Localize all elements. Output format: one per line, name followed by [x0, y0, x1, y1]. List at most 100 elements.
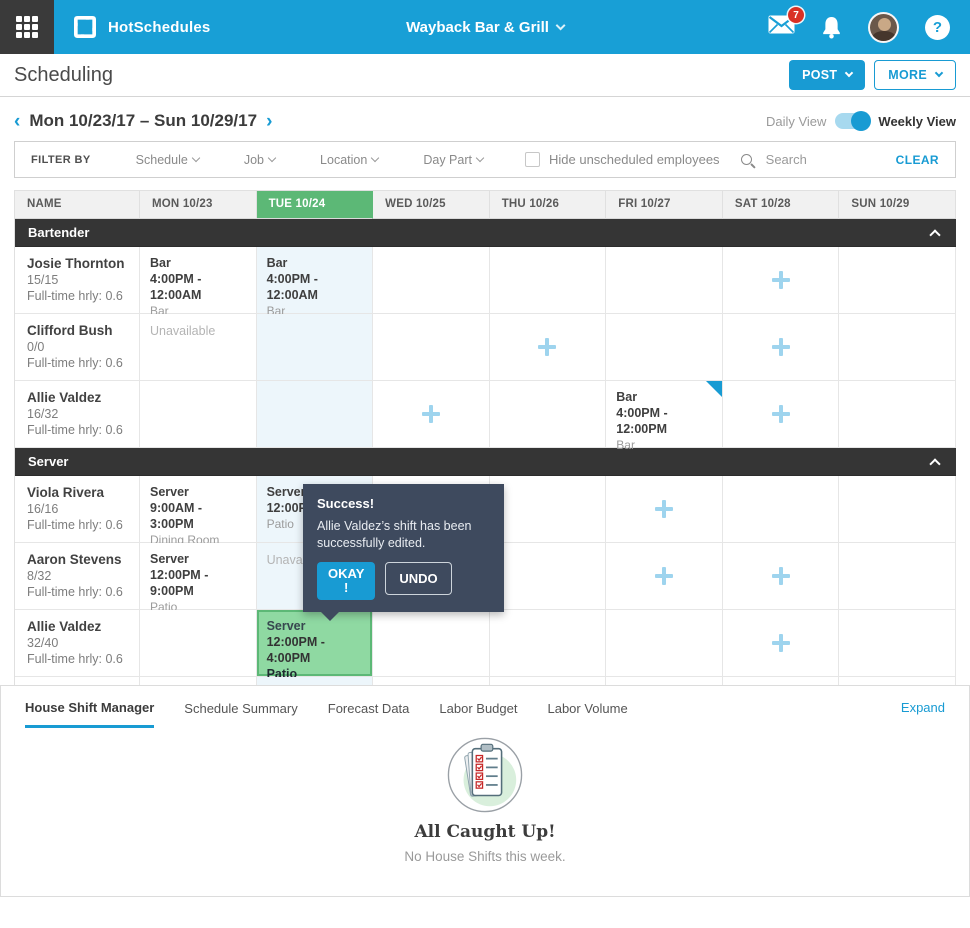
job-filter-dropdown[interactable]: Job: [244, 153, 277, 167]
shift-cell[interactable]: Server 12:00PM - 9:00PM Patio: [140, 543, 257, 614]
toast-title: Success!: [317, 496, 375, 511]
page-title: Scheduling: [14, 63, 113, 86]
selected-shift-cell[interactable]: Server 12:00PM - 4:00PM Patio: [256, 610, 374, 681]
post-button[interactable]: POST: [789, 60, 866, 90]
location-filter-dropdown[interactable]: Location: [320, 153, 380, 167]
employee-name: Clifford Bush: [27, 323, 113, 338]
empty-shift-cell[interactable]: [373, 610, 490, 677]
undo-button[interactable]: UNDO: [385, 562, 452, 595]
expand-panel-link[interactable]: Expand: [900, 699, 945, 715]
employee-rate: Full-time hrly: 0.6: [27, 585, 123, 599]
add-shift-cell[interactable]: [722, 381, 840, 448]
add-shift-cell[interactable]: [606, 543, 723, 610]
add-shift-icon[interactable]: [771, 405, 790, 423]
empty-shift-cell[interactable]: [373, 314, 490, 381]
empty-shift-cell[interactable]: [256, 314, 374, 381]
add-shift-icon[interactable]: [771, 634, 790, 652]
employee-row: Allie Valdez 16/32 Full-time hrly: 0.6 B…: [15, 381, 956, 452]
toast-pointer: [321, 612, 339, 621]
tab-house-shift-manager[interactable]: House Shift Manager: [25, 687, 155, 728]
empty-shift-cell[interactable]: [839, 543, 956, 610]
empty-state: All Caught Up! No House Shifts this week…: [1, 736, 969, 864]
column-header-thu: THU 10/26: [489, 191, 607, 219]
filter-by-label: FILTER BY: [31, 153, 91, 166]
add-shift-cell[interactable]: [606, 476, 723, 543]
add-shift-cell[interactable]: [722, 247, 840, 314]
add-shift-cell[interactable]: [489, 314, 607, 381]
empty-shift-cell[interactable]: [140, 381, 257, 448]
messages-button[interactable]: 7: [768, 7, 804, 39]
add-shift-icon[interactable]: [771, 567, 790, 585]
add-shift-icon[interactable]: [771, 271, 790, 289]
empty-shift-cell[interactable]: [722, 476, 840, 543]
add-shift-cell[interactable]: [722, 314, 840, 381]
employee-rate: Full-time hrly: 0.6: [27, 289, 123, 303]
employee-row: Allie Valdez 32/40 Full-time hrly: 0.6 S…: [15, 610, 956, 681]
next-week-button[interactable]: ›: [266, 110, 273, 132]
okay-button[interactable]: OKAY !: [317, 562, 376, 600]
section-header-server[interactable]: Server: [15, 448, 956, 476]
previous-week-button[interactable]: ‹: [14, 110, 21, 132]
column-header-tue-highlighted: TUE 10/24: [256, 191, 374, 219]
shift-cell[interactable]: Server 9:00AM - 3:00PM Dining Room: [140, 476, 257, 547]
employee-row: Josie Thornton 15/15 Full-time hrly: 0.6…: [15, 247, 956, 318]
add-shift-icon[interactable]: [538, 338, 557, 356]
empty-shift-cell[interactable]: [839, 476, 956, 543]
collapse-chevron-icon[interactable]: [929, 457, 941, 470]
weekly-view-label: Weekly View: [878, 113, 956, 129]
schedule-filter-dropdown[interactable]: Schedule: [136, 153, 201, 167]
empty-shift-cell[interactable]: [839, 381, 956, 448]
notifications-bell-icon[interactable]: [821, 16, 842, 39]
tab-forecast-data[interactable]: Forecast Data: [327, 701, 410, 716]
tab-labor-volume[interactable]: Labor Volume: [547, 701, 628, 716]
collapse-chevron-icon[interactable]: [929, 228, 941, 241]
shift-cell[interactable]: Bar 4:00PM - 12:00AM Bar: [256, 247, 374, 318]
empty-shift-cell[interactable]: [489, 381, 607, 448]
unavailable-cell[interactable]: Unavailable: [140, 314, 257, 381]
user-avatar[interactable]: [868, 11, 899, 43]
more-button[interactable]: MORE: [874, 60, 956, 90]
empty-shift-cell[interactable]: [839, 610, 956, 677]
add-shift-icon[interactable]: [655, 567, 674, 585]
hide-unscheduled-checkbox[interactable]: [525, 152, 540, 167]
employee-name: Viola Rivera: [27, 485, 105, 500]
brand-logo[interactable]: HotSchedules: [70, 12, 210, 42]
empty-shift-cell[interactable]: [489, 543, 607, 610]
empty-shift-cell[interactable]: [606, 610, 723, 677]
add-shift-icon[interactable]: [421, 405, 440, 423]
empty-shift-cell[interactable]: [839, 314, 956, 381]
add-shift-cell[interactable]: [722, 610, 840, 677]
column-header-mon: MON 10/23: [140, 191, 257, 219]
empty-shift-cell[interactable]: [489, 247, 607, 314]
shift-cell[interactable]: Bar 4:00PM - 12:00PM Bar: [606, 381, 723, 452]
empty-shift-cell[interactable]: [606, 314, 723, 381]
empty-shift-cell[interactable]: [373, 247, 490, 314]
clear-filters-button[interactable]: CLEAR: [895, 152, 939, 167]
view-toggle-switch[interactable]: [835, 111, 872, 131]
empty-shift-cell[interactable]: [489, 610, 607, 677]
shift-cell[interactable]: Bar 4:00PM - 12:00AM Bar: [140, 247, 257, 318]
empty-shift-cell[interactable]: [140, 610, 257, 677]
top-navigation-bar: HotSchedules Wayback Bar & Grill 7: [0, 0, 970, 54]
section-header-bartender[interactable]: Bartender: [15, 219, 956, 247]
add-shift-cell[interactable]: [722, 543, 840, 610]
column-header-sat: SAT 10/28: [722, 191, 840, 219]
search-input[interactable]: [765, 152, 848, 167]
empty-shift-cell[interactable]: [489, 476, 607, 543]
empty-shift-cell[interactable]: [606, 247, 723, 314]
tab-schedule-summary[interactable]: Schedule Summary: [184, 701, 298, 716]
tab-labor-budget[interactable]: Labor Budget: [439, 701, 518, 716]
location-selector[interactable]: Wayback Bar & Grill: [406, 19, 566, 36]
daypart-filter-dropdown[interactable]: Day Part: [423, 153, 485, 167]
clipboard-checklist-icon: [447, 737, 523, 813]
employee-row: Viola Rivera 16/16 Full-time hrly: 0.6 S…: [15, 476, 956, 547]
empty-shift-cell[interactable]: [256, 381, 374, 448]
empty-shift-cell[interactable]: [839, 247, 956, 314]
add-shift-icon[interactable]: [655, 500, 674, 518]
employee-rate: Full-time hrly: 0.6: [27, 356, 123, 370]
help-icon[interactable]: [925, 14, 950, 40]
add-shift-cell[interactable]: [373, 381, 490, 448]
topbar-actions: 7: [768, 7, 970, 43]
add-shift-icon[interactable]: [771, 338, 790, 356]
app-grid-button[interactable]: [0, 0, 54, 54]
